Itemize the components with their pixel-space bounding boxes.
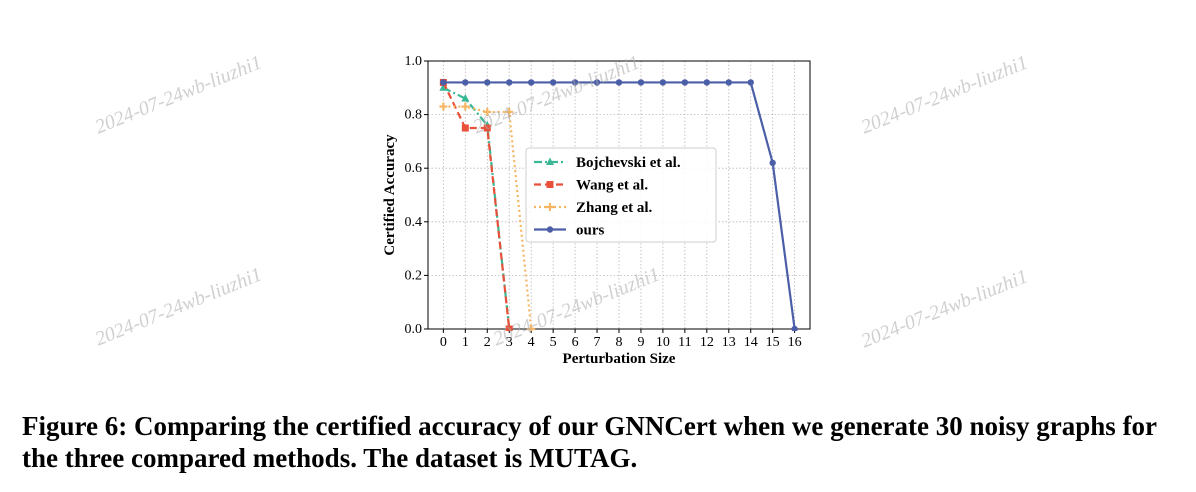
- data-point: [546, 157, 554, 165]
- legend-label: Zhang et al.: [576, 200, 653, 216]
- legend-label: Bojchevski et al.: [576, 155, 681, 171]
- data-point: [681, 79, 689, 86]
- data-point: [546, 181, 554, 188]
- y-tick-label: 0.6: [405, 161, 423, 176]
- x-tick-label: 16: [788, 335, 802, 350]
- x-tick-label: 0: [440, 335, 447, 350]
- x-tick-label: 4: [528, 335, 535, 350]
- series-line: [442, 81, 511, 330]
- legend-label: ours: [576, 223, 605, 239]
- data-point: [637, 79, 645, 86]
- x-axis-label: Perturbation Size: [563, 351, 676, 367]
- data-point: [593, 79, 601, 86]
- data-point: [659, 79, 667, 86]
- data-point: [615, 79, 623, 86]
- x-tick-label: 5: [550, 335, 557, 350]
- data-point: [505, 107, 514, 116]
- figure-caption: Figure 6: Comparing the certified accura…: [22, 411, 1157, 473]
- data-point: [747, 79, 754, 86]
- data-point: [483, 124, 491, 132]
- x-tick-label: 8: [616, 335, 623, 350]
- data-point: [505, 325, 513, 331]
- legend-label: Wang et al.: [576, 178, 648, 194]
- data-point: [462, 79, 469, 86]
- y-tick-label: 0.8: [405, 108, 423, 123]
- y-tick-label: 1.0: [405, 54, 423, 69]
- data-point: [484, 79, 491, 86]
- data-point: [440, 79, 447, 86]
- x-tick-label: 3: [506, 335, 513, 350]
- data-point: [703, 79, 711, 86]
- data-point: [527, 79, 535, 86]
- data-point: [461, 94, 470, 102]
- data-point: [461, 124, 469, 132]
- x-tick-label: 2: [484, 335, 491, 350]
- y-tick-label: 0.0: [405, 322, 423, 337]
- x-tick-label: 15: [766, 335, 780, 350]
- data-point: [571, 79, 579, 86]
- x-tick-label: 6: [572, 335, 579, 350]
- data-point: [439, 102, 448, 111]
- x-tick-label: 12: [700, 335, 714, 350]
- data-point: [546, 226, 554, 233]
- x-tick-label: 13: [722, 335, 736, 350]
- series-zhang-et-al-: [439, 102, 536, 331]
- series-line: [442, 86, 511, 330]
- x-tick-label: 9: [637, 335, 644, 350]
- data-point: [725, 79, 732, 86]
- x-tick-label: 7: [594, 335, 601, 350]
- y-tick-label: 0.2: [405, 268, 423, 283]
- series-ours: [440, 79, 798, 331]
- series-wang-et-al-: [439, 78, 513, 331]
- y-tick-label: 0.4: [405, 215, 423, 230]
- data-point: [549, 79, 557, 86]
- data-point: [791, 325, 798, 331]
- y-axis-label: Certified Accuracy: [382, 134, 398, 256]
- data-point: [546, 203, 554, 211]
- data-point: [769, 159, 776, 167]
- x-tick-label: 14: [744, 335, 758, 350]
- data-point: [483, 107, 492, 116]
- x-tick-label: 1: [462, 335, 469, 350]
- legend-box: [525, 147, 717, 243]
- data-point: [527, 325, 536, 331]
- series-bojchevski-et-al-: [439, 83, 513, 331]
- x-tick-label: 11: [678, 335, 691, 350]
- x-tick-label: 10: [656, 335, 670, 350]
- data-point: [506, 79, 513, 86]
- data-point: [461, 102, 470, 111]
